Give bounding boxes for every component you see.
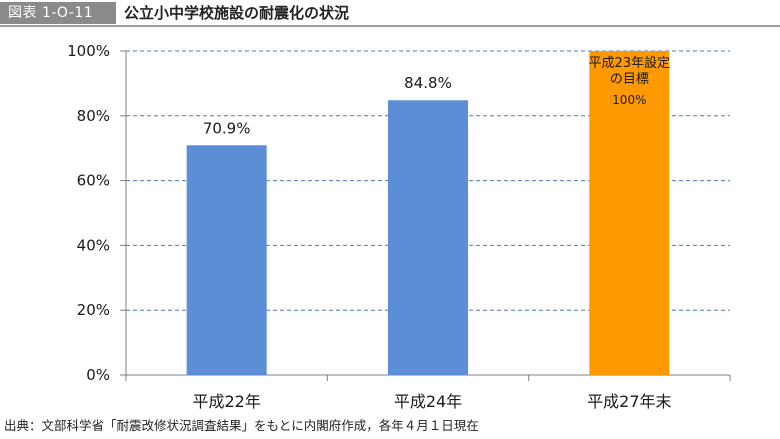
x-category-label: 平成22年 [192, 392, 260, 411]
y-tick-label: 0% [86, 366, 110, 384]
y-tick-label: 20% [77, 301, 110, 319]
y-tick-label: 100% [67, 42, 110, 60]
y-tick-label: 40% [77, 236, 110, 254]
bar-value-label: 84.8% [404, 74, 452, 92]
y-tick-label: 60% [77, 172, 110, 190]
bar [186, 145, 267, 375]
target-bar [589, 51, 670, 375]
source-note: 出典：文部科学省「耐震改修状況調査結果」をもとに内閣府作成，各年４月１日現在 [4, 418, 479, 433]
x-category-label: 平成24年 [394, 392, 462, 411]
figure-header: 図表 1-O-11 公立小中学校施設の耐震化の状況 [0, 0, 780, 27]
figure-number-badge: 図表 1-O-11 [0, 2, 116, 24]
target-annotation-line: 平成23年設定 [589, 55, 671, 71]
header-rule [0, 25, 780, 27]
bar [388, 100, 468, 376]
target-annotation-line: の目標 [610, 72, 649, 87]
figure-title: 公立小中学校施設の耐震化の状況 [124, 4, 350, 22]
y-tick-label: 80% [77, 107, 110, 125]
bar-value-label: 70.9% [203, 119, 251, 137]
target-annotation-line: 100% [612, 93, 646, 107]
x-category-label: 平成27年末 [587, 392, 671, 411]
